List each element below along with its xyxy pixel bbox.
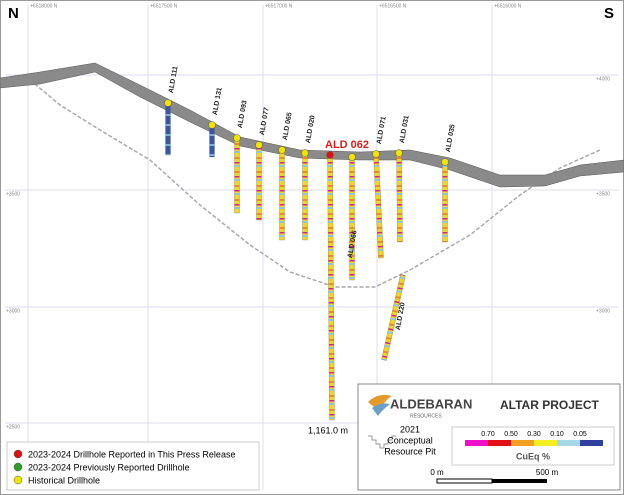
drillhole xyxy=(165,102,171,156)
north: N xyxy=(8,5,19,22)
northing: +6518000 N xyxy=(30,3,58,9)
drillhole-label: ALD 066 xyxy=(347,230,359,259)
drillhole-label: ALD 065 xyxy=(282,112,294,141)
logo-sub: RESOURCES xyxy=(410,413,442,419)
grade-swatch xyxy=(511,440,534,446)
grade-swatch xyxy=(534,440,557,446)
project: ALTAR PROJECT xyxy=(500,398,600,412)
grade-swatch xyxy=(557,440,580,446)
south: S xyxy=(604,5,614,22)
northing: +6517500 N xyxy=(150,3,178,9)
collar xyxy=(326,151,334,159)
pit-legend: 2021 xyxy=(400,424,420,434)
drillhole-label: ALD 020 xyxy=(305,115,317,144)
drillhole-label: ALD 093 xyxy=(237,100,249,129)
depth-label: 1,161.0 m xyxy=(308,425,348,435)
drillhole-label: ALD 071 xyxy=(376,116,388,145)
elevation: +4000 xyxy=(596,76,610,82)
scale-label: 500 m xyxy=(536,468,559,477)
collar xyxy=(164,99,172,107)
grade-tick: 0.10 xyxy=(550,431,564,438)
pit-symbol xyxy=(368,435,396,449)
drillhole xyxy=(256,144,262,221)
drillhole-label: ALD 031 xyxy=(399,115,411,144)
grade-tick: 0.30 xyxy=(527,431,541,438)
grade-tick: 0.70 xyxy=(481,431,495,438)
collar xyxy=(301,149,309,157)
grade-tick: 0.05 xyxy=(573,431,587,438)
logo-name: ALDEBARAN xyxy=(390,396,472,411)
grade-title: CuEq % xyxy=(516,451,550,461)
drillhole xyxy=(234,137,240,214)
collar xyxy=(441,158,449,166)
drillhole xyxy=(279,149,285,241)
collar xyxy=(278,146,286,154)
legend-dot xyxy=(13,449,23,459)
scale-bar xyxy=(436,478,493,484)
drillhole-label: ALD 131 xyxy=(212,87,224,116)
scale-label: 0 m xyxy=(430,468,444,477)
collar xyxy=(348,153,356,161)
grade-swatch xyxy=(465,440,488,446)
legend-dot xyxy=(13,462,23,472)
elevation: +2500 xyxy=(6,424,20,430)
northing: +6516000 N xyxy=(494,3,522,9)
drillhole-label: ALD 111 xyxy=(168,66,180,94)
pit-legend: Conceptual xyxy=(387,435,433,445)
pit xyxy=(29,79,601,288)
drillhole xyxy=(349,156,355,281)
elevation: +3500 xyxy=(6,191,20,197)
drillhole xyxy=(209,124,215,158)
legend-label: 2023-2024 Previously Reported Drillhole xyxy=(28,462,190,472)
grade-tick: 0.50 xyxy=(504,431,518,438)
logo-icon xyxy=(372,403,390,416)
collar xyxy=(208,121,216,129)
logo-icon xyxy=(368,394,392,412)
elevation: +3500 xyxy=(596,191,610,197)
drillhole-label: ALD 035 xyxy=(445,124,457,153)
northing: +6517000 N xyxy=(265,3,293,9)
drillhole xyxy=(381,274,406,361)
grade-swatch xyxy=(580,440,603,446)
legend-label: 2023-2024 Drillhole Reported in This Pre… xyxy=(28,449,235,459)
pit-legend: Resource Pit xyxy=(384,446,436,456)
collar xyxy=(395,149,403,157)
legend-box xyxy=(6,441,260,491)
elevation: +3000 xyxy=(596,308,610,314)
elevation: +3000 xyxy=(6,308,20,314)
collar xyxy=(233,134,241,142)
northing: +6516500 N xyxy=(379,3,407,9)
legend-dot xyxy=(13,475,23,485)
scale-bar xyxy=(492,479,547,483)
topography xyxy=(0,62,624,188)
drillhole xyxy=(442,161,448,243)
drillhole-label: ALD 220 xyxy=(395,302,407,331)
drillhole xyxy=(396,152,403,243)
drillhole xyxy=(302,152,308,241)
grade-swatch xyxy=(488,440,511,446)
collar xyxy=(372,150,380,158)
collar xyxy=(255,141,263,149)
drillhole-label: ALD 077 xyxy=(259,107,271,136)
drillhole-label: ALD 062 xyxy=(325,139,369,151)
legend-label: Historical Drillhole xyxy=(28,475,100,485)
